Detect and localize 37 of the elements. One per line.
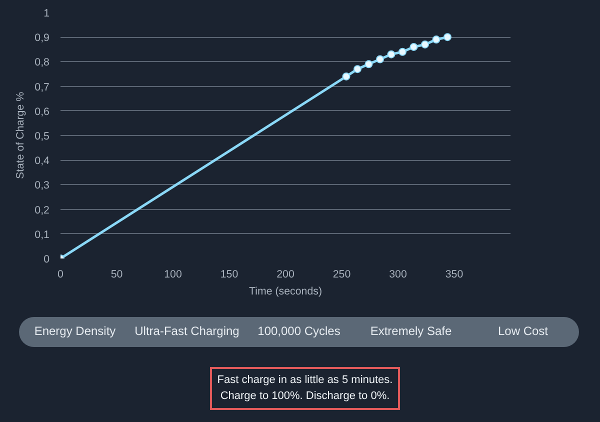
text: Fast charge in as little as 5 minutes. Charge to 100%. Discharge to 0%. bbox=[210, 367, 400, 410]
y-tick-label: 0,3 bbox=[34, 180, 50, 192]
x-tick-label: 250 bbox=[332, 268, 351, 280]
y-tick-label: 0,7 bbox=[34, 81, 50, 94]
x-tick-label: 200 bbox=[276, 268, 294, 280]
text: Extremely Safe bbox=[369, 323, 453, 340]
y-axis-title: State of Charge % bbox=[14, 91, 27, 180]
point bbox=[387, 50, 396, 58]
x-tick-label: 100 bbox=[164, 268, 182, 280]
point bbox=[410, 42, 418, 51]
y-tick-label: 0,9 bbox=[34, 32, 50, 44]
y-tick-label: 0,1 bbox=[34, 228, 50, 241]
text: 100,000 Cycles bbox=[256, 323, 342, 340]
x-tick-label: 350 bbox=[445, 268, 464, 280]
y-tick-label: 0 bbox=[44, 254, 50, 266]
point bbox=[354, 65, 362, 74]
point bbox=[444, 33, 452, 42]
x-tick-label: 50 bbox=[110, 268, 123, 280]
y-tick-label: 0,8 bbox=[34, 56, 50, 69]
y-tick-label: 0,2 bbox=[34, 204, 50, 216]
point bbox=[376, 55, 384, 64]
point bbox=[342, 72, 350, 80]
y-tick-label: 0,6 bbox=[34, 106, 50, 118]
x-tick-label: 150 bbox=[220, 268, 238, 280]
point bbox=[398, 48, 406, 56]
text: Low Cost bbox=[496, 323, 550, 340]
point bbox=[421, 40, 429, 48]
point bbox=[364, 60, 373, 68]
y-tick-label: 0,5 bbox=[34, 130, 50, 142]
x-tick-label: 300 bbox=[389, 268, 407, 280]
point bbox=[432, 36, 440, 44]
x-axis-title: Time (seconds) bbox=[248, 286, 322, 298]
text: Ultra-Fast Charging bbox=[134, 323, 240, 340]
x-tick-label: 0 bbox=[58, 268, 64, 280]
y-tick-label: 0,4 bbox=[34, 155, 50, 168]
text: Energy Density bbox=[33, 323, 117, 340]
y-tick-label: 1 bbox=[44, 8, 50, 20]
